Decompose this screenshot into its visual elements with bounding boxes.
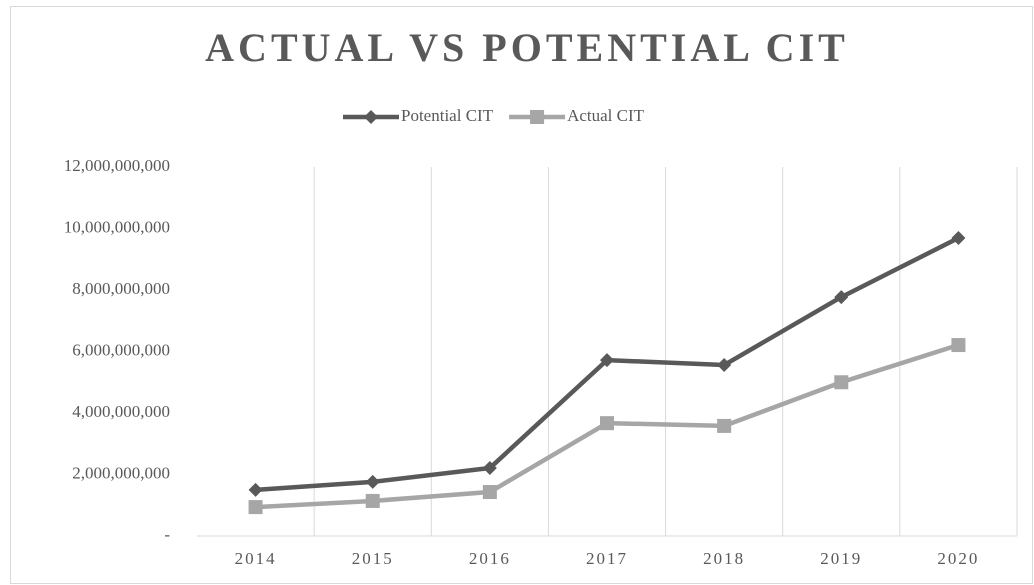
- legend-label: Actual CIT: [567, 106, 645, 125]
- data-point: [365, 474, 380, 489]
- y-tick-label: 4,000,000,000: [72, 402, 170, 421]
- x-tick-label: 2015: [352, 549, 394, 568]
- data-point: [951, 338, 966, 353]
- data-point: [248, 500, 263, 515]
- y-tick-label: -: [164, 525, 170, 544]
- chart-title: ACTUAL VS POTENTIAL CIT: [205, 25, 849, 70]
- legend-label: Potential CIT: [401, 106, 494, 125]
- y-tick-label: 8,000,000,000: [72, 279, 170, 298]
- data-point: [951, 231, 966, 246]
- data-point: [834, 375, 849, 390]
- legend-marker: [530, 110, 545, 124]
- x-tick-label: 2014: [235, 549, 277, 568]
- x-tick-label: 2019: [820, 549, 862, 568]
- legend-marker: [364, 110, 378, 124]
- y-tick-label: 12,000,000,000: [64, 156, 170, 175]
- data-point: [600, 353, 614, 368]
- x-tick-label: 2016: [469, 549, 511, 568]
- y-tick-label: 10,000,000,000: [64, 217, 170, 236]
- chart-border: [10, 6, 1033, 584]
- data-point: [482, 485, 497, 500]
- y-tick-label: 6,000,000,000: [72, 340, 170, 359]
- data-point: [717, 358, 732, 373]
- x-tick-label: 2017: [586, 549, 628, 568]
- data-point: [834, 290, 849, 305]
- data-point: [600, 416, 614, 431]
- data-point: [717, 418, 732, 433]
- x-tick-label: 2018: [703, 549, 745, 568]
- data-point: [482, 461, 497, 476]
- data-point: [248, 482, 263, 497]
- y-tick-label: 2,000,000,000: [72, 463, 170, 482]
- x-tick-label: 2020: [937, 549, 979, 568]
- data-point: [365, 493, 380, 508]
